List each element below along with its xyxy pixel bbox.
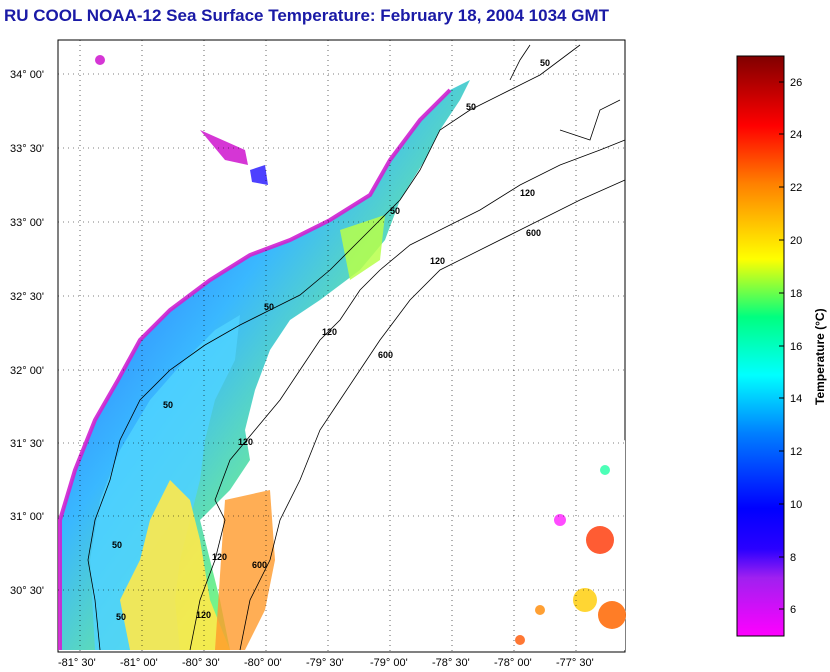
contour-label: 600 [378,350,393,360]
colorbar-tick-label: 14 [790,393,802,405]
lon-label: -77° 30' [556,657,594,669]
lat-label: 32° 30' [10,291,44,303]
contour-label: 120 [322,327,337,337]
lon-label: -81° 00' [120,657,158,669]
colorbar-ticks [779,81,784,610]
lon-label: -80° 30' [182,657,220,669]
contour-label: 50 [540,58,550,68]
contour-label: 600 [526,228,541,238]
colorbar-title: Temperature (°C) [813,308,827,405]
lon-label: -78° 30' [432,657,470,669]
graticule [58,40,625,652]
colorbar-tick-label: 16 [790,341,802,353]
colorbar-tick-labels: 6 8 10 12 14 16 18 20 22 24 26 [790,77,802,616]
lat-label: 31° 00' [10,511,44,523]
colorbar-tick-label: 12 [790,446,802,458]
contour-label: 120 [430,256,445,266]
contour-label: 120 [238,437,253,447]
colorbar-tick-label: 18 [790,288,802,300]
lon-label: -80° 00' [244,657,282,669]
colorbar-tick-label: 20 [790,235,802,247]
lat-label: 31° 30' [10,438,44,450]
contour-label: 120 [196,610,211,620]
colorbar-tick-label: 8 [790,552,796,564]
contour-label: 50 [390,206,400,216]
colorbar-tick-label: 6 [790,604,796,616]
lon-label: -79° 30' [306,657,344,669]
contour-label: 50 [116,612,126,622]
colorbar: 6 8 10 12 14 16 18 20 22 24 26 Temperatu… [736,55,827,637]
lat-label: 34° 00' [10,69,44,81]
contour-label: 120 [520,188,535,198]
colorbar-tick-label: 24 [790,129,802,141]
lon-label: -79° 00' [370,657,408,669]
lat-label: 33° 00' [10,217,44,229]
lat-label: 32° 00' [10,365,44,377]
contour-label: 50 [466,102,476,112]
map-title: RU COOL NOAA-12 Sea Surface Temperature:… [4,6,609,25]
bathymetry-contours [87,44,626,651]
colorbar-tick-label: 10 [790,499,802,511]
contour-label: 120 [212,552,227,562]
colorbar-tick-label: 22 [790,182,802,194]
contour-label: 50 [264,302,274,312]
lat-label: 30° 30' [10,585,44,597]
sst-coastal-band [58,80,470,650]
lon-label: -78° 00' [494,657,532,669]
colorbar-tick-label: 26 [790,77,802,89]
lon-label: -81° 30' [58,657,96,669]
sst-offshore-patches [95,55,626,650]
contour-label: 50 [163,400,173,410]
lat-label: 33° 30' [10,143,44,155]
longitude-labels: -81° 30' -81° 00' -80° 30' -80° 00' -79°… [58,657,594,669]
contour-label: 600 [252,560,267,570]
contour-labels: 50 50 50 120 600 120 600 50 120 50 120 6… [112,58,550,622]
latitude-labels: 34° 00' 33° 30' 33° 00' 32° 30' 32° 00' … [10,69,44,597]
contour-label: 50 [112,540,122,550]
colorbar-gradient [736,55,785,637]
